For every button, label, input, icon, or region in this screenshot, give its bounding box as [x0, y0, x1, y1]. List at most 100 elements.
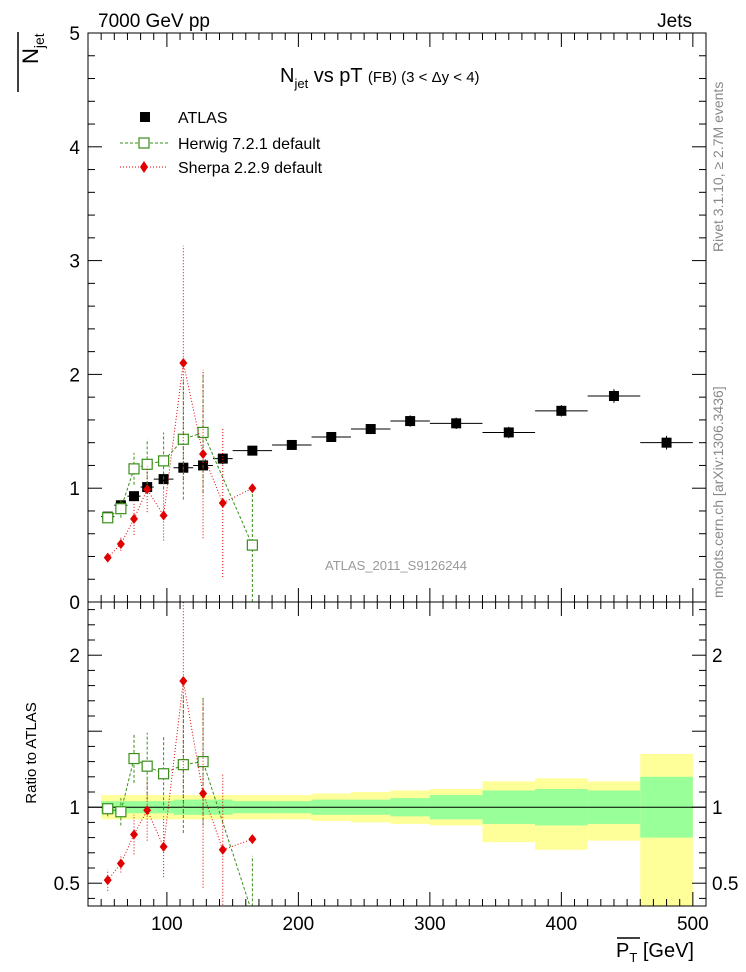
main-y-tick-label: 4 — [69, 138, 80, 159]
main-atlas-point — [247, 445, 258, 456]
ratio-sherpa-line — [107, 680, 253, 881]
main-y-tick-label: 1 — [69, 479, 80, 500]
main-panel: 0 1 2 3 4 5 — [69, 24, 707, 614]
x-label-unit: [GeV] — [637, 940, 694, 962]
header-left-label: 7000 GeV pp — [98, 11, 210, 32]
x-axis-label: PT [GeV] — [616, 937, 694, 965]
main-sherpa-point — [199, 449, 208, 460]
legend-entry-sherpa: Sherpa 2.2.9 default — [120, 160, 323, 177]
main-y-tick-label: 0 — [69, 593, 80, 614]
main-atlas-point — [405, 416, 416, 427]
ratio-sherpa-point — [218, 844, 227, 855]
ratio-herwig-line — [107, 757, 251, 906]
main-axis-layer: 0 1 2 3 4 5 — [69, 24, 707, 614]
main-herwig-point — [128, 463, 140, 475]
main-y-tick-label: 5 — [69, 24, 80, 45]
ratio-y-axis-label: Ratio to ATLAS — [23, 702, 40, 803]
main-herwig-point — [141, 458, 153, 470]
main-atlas-point — [129, 491, 140, 502]
main-sherpa-point — [218, 497, 227, 508]
main-herwig-point — [246, 539, 258, 551]
main-atlas-point — [451, 418, 462, 429]
ratio-sherpa-point — [159, 841, 168, 852]
x-tick-label: 300 — [414, 914, 446, 935]
main-herwig-point — [158, 455, 170, 467]
title-sub: jet — [293, 76, 308, 91]
main-y-axis-label: Njet — [17, 32, 47, 92]
title-mid: vs pT — [308, 65, 368, 87]
ratio-plot-frame — [87, 601, 707, 907]
x-label-main: P — [616, 940, 629, 962]
legend-atlas-label: ATLAS — [178, 110, 228, 127]
main-y-label-sub: jet — [31, 33, 47, 49]
ratio-sherpa-point — [130, 829, 139, 840]
main-chart-title: Njet vs pT (FB) (3 < Δy < 4) — [280, 65, 480, 91]
main-atlas-point — [608, 391, 619, 402]
main-atlas-point — [661, 437, 672, 448]
ratio-y-tick-label-right: 0.5 — [712, 874, 738, 895]
ratio-herwig-point — [158, 768, 170, 780]
ratio-sherpa-point — [143, 805, 152, 816]
x-tick-label: 100 — [151, 914, 183, 935]
ratio-herwig-point — [247, 909, 257, 919]
legend-sherpa-label: Sherpa 2.2.9 default — [178, 160, 323, 177]
ratio-sherpa-point — [179, 676, 188, 687]
ratio-sherpa-point — [248, 834, 257, 845]
main-sherpa-point — [130, 513, 139, 524]
ratio-y-tick-label-left: 2 — [69, 646, 80, 667]
ratio-y-tick-label-left: 0.5 — [54, 874, 80, 895]
ratio-herwig-point — [141, 760, 153, 772]
ratio-sherpa-point — [116, 858, 125, 869]
legend-herwig-label: Herwig 7.2.1 default — [178, 136, 321, 153]
legend-atlas-marker — [140, 112, 150, 122]
ratio-herwig-point — [115, 806, 127, 818]
main-y-label-main: N — [18, 48, 43, 64]
header-right-label: Jets — [657, 11, 692, 32]
ratio-herwig-point — [128, 752, 140, 765]
main-atlas-point — [503, 427, 514, 438]
ratio-y-tick-label-right: 1 — [712, 798, 723, 819]
main-herwig-point — [115, 503, 127, 515]
main-sherpa-line — [107, 362, 253, 558]
x-tick-label: 500 — [677, 914, 709, 935]
main-sherpa-point — [248, 483, 257, 494]
legend-sherpa-marker — [140, 161, 148, 173]
main-atlas-point — [217, 453, 228, 464]
main-sherpa-point — [103, 552, 112, 563]
ratio-sherpa-point — [199, 788, 208, 799]
x-tick-label: 200 — [283, 914, 315, 935]
svg-text:PT [GeV]: PT [GeV] — [616, 940, 694, 965]
title-small: (FB) (3 < Δy < 4) — [368, 69, 480, 86]
main-sherpa-point — [116, 538, 125, 549]
main-y-tick-label: 3 — [69, 252, 80, 273]
main-atlas-point — [326, 431, 337, 442]
main-sherpa-point — [143, 484, 152, 495]
ratio-herwig-point — [102, 803, 114, 815]
mcplots-side-label: mcplots.cern.ch [arXiv:1306.3436] — [710, 386, 726, 598]
main-y-tick-label: 2 — [69, 365, 80, 386]
main-herwig-point — [102, 512, 114, 524]
main-sherpa-point — [179, 358, 188, 369]
ratio-y-tick-label-left: 1 — [69, 798, 80, 819]
main-atlas-point — [286, 439, 297, 450]
main-atlas-point — [556, 405, 567, 416]
main-herwig-point — [177, 433, 189, 445]
ratio-sherpa-point — [103, 875, 112, 886]
main-sherpa-point — [159, 510, 168, 521]
legend-herwig-marker — [138, 137, 150, 149]
legend-entry-atlas: ATLAS — [140, 110, 228, 127]
ratio-y-tick-label-right: 2 — [712, 646, 723, 667]
title-main: N — [280, 65, 294, 87]
ratio-series-layer — [102, 602, 257, 919]
x-label-sub: T — [629, 950, 637, 965]
svg-text:Njet: Njet — [18, 33, 47, 64]
analysis-watermark: ATLAS_2011_S9126244 — [325, 558, 467, 573]
main-atlas-point — [365, 424, 376, 435]
ratio-band-layer — [88, 754, 706, 906]
legend-entry-herwig: Herwig 7.2.1 default — [120, 136, 321, 153]
main-series-layer — [101, 245, 693, 602]
legend: ATLAS Herwig 7.2.1 default Sherpa 2.2.9 … — [120, 110, 323, 177]
